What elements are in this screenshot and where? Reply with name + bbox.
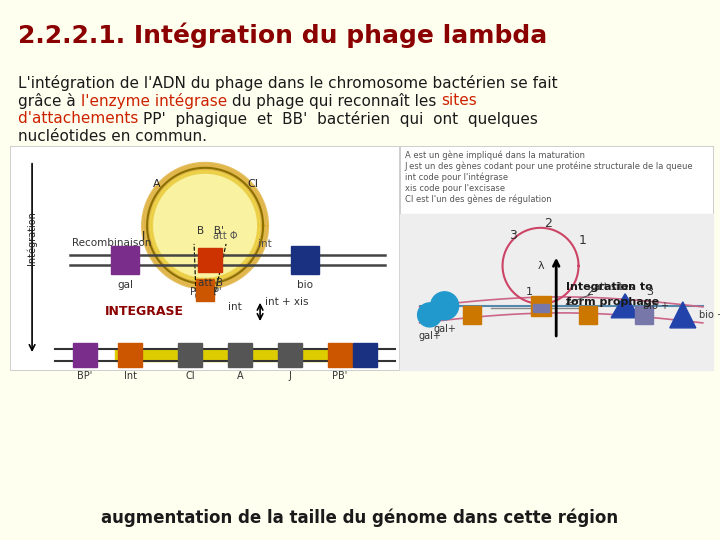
Bar — [198, 248, 222, 272]
Text: int + xis: int + xis — [265, 297, 309, 307]
Bar — [115, 349, 335, 361]
Bar — [228, 343, 252, 367]
Bar — [531, 296, 551, 316]
Text: 2: 2 — [544, 217, 552, 230]
Text: grâce à: grâce à — [18, 93, 81, 109]
Text: PB': PB' — [333, 371, 348, 381]
Circle shape — [418, 303, 441, 327]
Text: att Φ: att Φ — [213, 231, 238, 241]
Text: J: J — [141, 231, 145, 241]
Text: d'attachements: d'attachements — [18, 111, 143, 126]
Text: PP'  phagique  et  BB'  bactérien  qui  ont  quelques: PP' phagique et BB' bactérien qui ont qu… — [143, 111, 538, 127]
Text: l'enzyme intégrase: l'enzyme intégrase — [81, 93, 227, 109]
Text: A: A — [237, 371, 243, 381]
Text: att B: att B — [197, 278, 222, 288]
Text: form prophage: form prophage — [566, 297, 660, 307]
Text: 3: 3 — [646, 287, 653, 297]
Bar — [328, 343, 352, 367]
Bar — [533, 304, 549, 312]
Text: int: int — [228, 302, 242, 312]
Bar — [400, 146, 713, 370]
Text: Recombinaison: Recombinaison — [72, 238, 151, 248]
Text: gal: gal — [117, 280, 133, 290]
Text: P': P' — [213, 287, 221, 297]
Text: CI: CI — [248, 179, 258, 189]
Bar — [635, 306, 653, 324]
Text: BP': BP' — [78, 371, 93, 381]
Text: J est un des gènes codant pour une protéine structurale de la queue: J est un des gènes codant pour une proté… — [405, 162, 693, 171]
Text: Intégration: Intégration — [27, 211, 37, 265]
Bar — [278, 343, 302, 367]
Text: 1: 1 — [579, 234, 587, 247]
Text: B   B': B B' — [197, 226, 223, 236]
Text: du phage qui reconnaît les: du phage qui reconnaît les — [227, 93, 441, 109]
Circle shape — [150, 171, 260, 281]
Bar — [178, 343, 202, 367]
Text: A: A — [153, 179, 161, 189]
Text: P: P — [190, 287, 196, 297]
Text: bio: bio — [297, 280, 313, 290]
Text: int code pour l'intégrase: int code pour l'intégrase — [405, 173, 508, 183]
Text: xis code pour l'excisase: xis code pour l'excisase — [405, 184, 505, 193]
Text: λ: λ — [537, 261, 544, 271]
Text: nucléotides en commun.: nucléotides en commun. — [18, 129, 207, 144]
Text: augmentation de la taille du génome dans cette région: augmentation de la taille du génome dans… — [102, 509, 618, 527]
Text: int: int — [258, 239, 272, 249]
Text: 2: 2 — [586, 287, 593, 297]
Polygon shape — [611, 294, 639, 318]
Bar — [579, 306, 596, 324]
Bar — [118, 343, 142, 367]
Text: gal+: gal+ — [433, 324, 456, 334]
Bar — [353, 343, 377, 367]
Text: bio +: bio + — [643, 301, 669, 311]
Polygon shape — [670, 302, 696, 328]
Bar — [291, 246, 319, 274]
Text: CI est l'un des gènes de régulation: CI est l'un des gènes de régulation — [405, 195, 552, 204]
Text: gal+: gal+ — [418, 331, 441, 341]
Text: att sites: att sites — [593, 282, 634, 292]
Bar — [400, 214, 713, 370]
Text: J: J — [289, 371, 292, 381]
Bar — [196, 279, 214, 301]
Text: sites: sites — [441, 93, 477, 108]
Text: Int: Int — [124, 371, 137, 381]
Circle shape — [431, 292, 459, 320]
Text: CI: CI — [185, 371, 195, 381]
Text: 3: 3 — [508, 230, 516, 242]
Text: bio +: bio + — [699, 310, 720, 320]
Bar — [463, 306, 481, 324]
Text: 1: 1 — [526, 287, 533, 297]
Bar — [111, 246, 139, 274]
Text: 2.2.2.1. Intégration du phage lambda: 2.2.2.1. Intégration du phage lambda — [18, 22, 547, 48]
Text: Integration to: Integration to — [566, 282, 653, 292]
Text: L'intégration de l'ADN du phage dans le chromosome bactérien se fait: L'intégration de l'ADN du phage dans le … — [18, 75, 557, 91]
Text: INTEGRASE: INTEGRASE — [105, 306, 184, 319]
Bar — [73, 343, 97, 367]
Text: A est un gène impliqué dans la maturation: A est un gène impliqué dans la maturatio… — [405, 151, 585, 160]
Bar — [10, 146, 399, 370]
